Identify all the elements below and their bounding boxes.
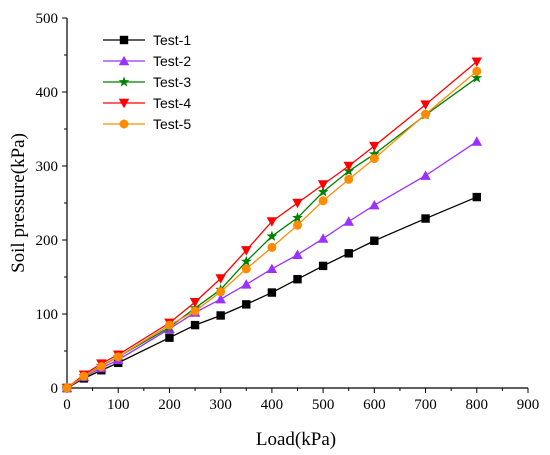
- data-point: [292, 249, 303, 259]
- data-point: [242, 300, 251, 309]
- data-point: [317, 180, 329, 190]
- y-tick-label: 500: [36, 11, 59, 27]
- data-point: [369, 141, 380, 152]
- data-point: [240, 255, 252, 267]
- data-point: [215, 274, 226, 284]
- data-point: [368, 148, 380, 159]
- data-point: [318, 196, 328, 206]
- data-point: [293, 275, 302, 284]
- x-tick-label: 800: [466, 397, 489, 413]
- series-line-5: [66, 70, 478, 389]
- y-tick-label: 0: [51, 381, 59, 397]
- y-tick-label: 100: [36, 307, 59, 323]
- data-point: [165, 333, 174, 342]
- data-point: [472, 66, 482, 76]
- x-tick-label: 200: [158, 397, 181, 413]
- y-tick-label: 400: [36, 85, 59, 101]
- data-point: [293, 220, 302, 230]
- data-point: [113, 352, 123, 362]
- data-point: [421, 109, 431, 119]
- data-point: [318, 261, 328, 271]
- data-point: [189, 297, 201, 308]
- data-point: [369, 199, 380, 210]
- legend-marker: [119, 119, 129, 129]
- y-axis-title: Soil pressure(kPa): [8, 133, 29, 273]
- legend-marker: [118, 55, 130, 66]
- data-point: [216, 287, 226, 297]
- data-point: [190, 306, 200, 316]
- data-point: [420, 100, 431, 110]
- data-point: [241, 264, 251, 274]
- y-tick-label: 300: [36, 159, 59, 175]
- data-point: [266, 230, 278, 241]
- data-point: [267, 242, 277, 252]
- data-point: [344, 249, 353, 258]
- data-point: [317, 233, 329, 243]
- x-tick-label: 100: [107, 397, 130, 413]
- data-point: [79, 371, 89, 381]
- legend-marker: [119, 35, 129, 45]
- data-point: [317, 186, 329, 197]
- legend-marker: [118, 98, 130, 109]
- data-point: [215, 293, 226, 304]
- legend-label: Test-1: [153, 32, 191, 48]
- data-point: [421, 214, 430, 223]
- data-point: [164, 320, 174, 330]
- x-tick-label: 500: [312, 397, 335, 413]
- legend-label: Test-2: [153, 53, 191, 69]
- y-tick-label: 200: [36, 233, 59, 249]
- data-point: [420, 170, 431, 180]
- data-point: [472, 192, 481, 202]
- x-axis-title: Load(kPa): [256, 429, 336, 450]
- data-point: [292, 212, 303, 223]
- legend-label: Test-4: [153, 95, 191, 111]
- x-tick-label: 0: [63, 397, 71, 413]
- data-point: [266, 263, 278, 274]
- data-point: [96, 362, 106, 372]
- data-point: [292, 198, 303, 209]
- legend-marker: [118, 76, 130, 87]
- legend-label: Test-3: [153, 74, 191, 90]
- x-tick-label: 900: [517, 397, 540, 413]
- data-point: [241, 279, 252, 289]
- data-point: [471, 136, 483, 146]
- legend-label: Test-5: [153, 116, 191, 132]
- x-tick-label: 700: [414, 397, 437, 413]
- data-point: [471, 72, 483, 83]
- data-point: [471, 57, 483, 67]
- data-point: [190, 320, 200, 330]
- data-point: [343, 216, 354, 226]
- x-tick-label: 600: [363, 397, 386, 413]
- plot-area: 0 100 200 300 400 500 600 700 800 900 0 100 200 300 40…: [36, 11, 540, 413]
- data-point: [267, 288, 277, 297]
- data-point: [266, 217, 278, 227]
- data-point: [216, 311, 225, 320]
- data-point: [241, 246, 252, 256]
- x-tick-label: 300: [209, 397, 232, 413]
- data-point: [62, 383, 72, 393]
- data-point: [370, 236, 379, 245]
- data-point: [344, 174, 354, 184]
- data-point: [369, 154, 379, 164]
- x-tick-label: 400: [261, 397, 284, 413]
- data-point: [343, 161, 354, 172]
